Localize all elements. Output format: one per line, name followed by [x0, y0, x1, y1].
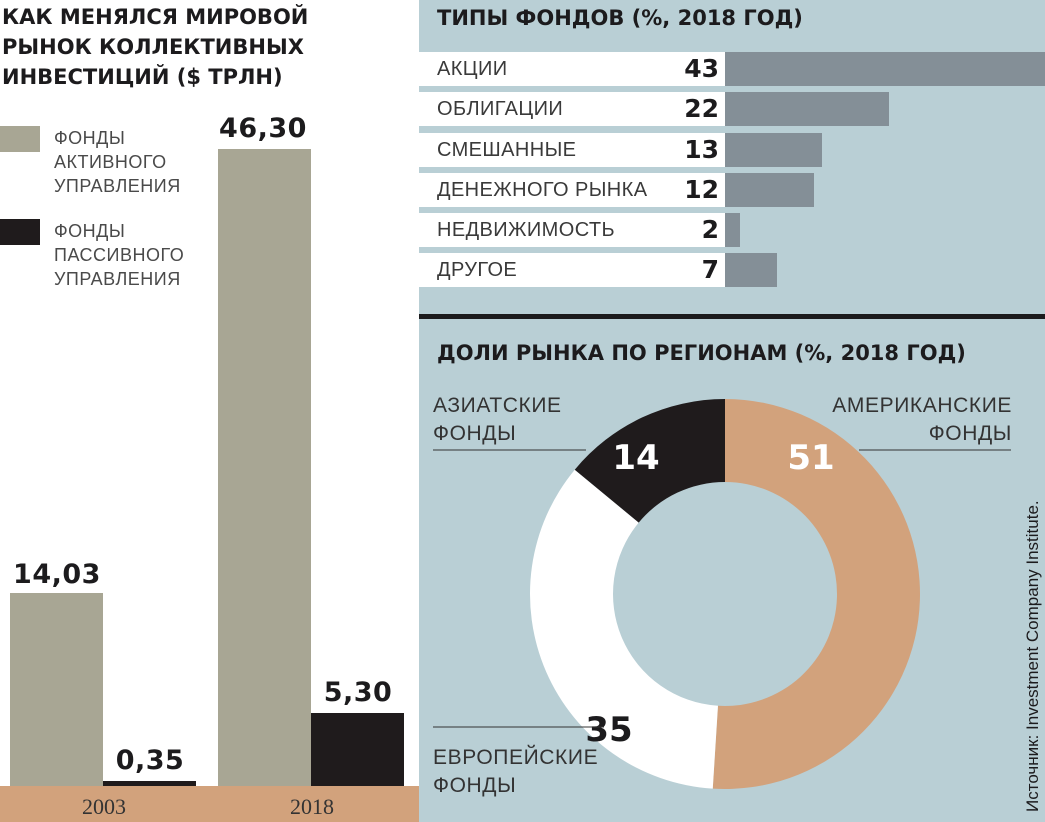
title-line-2: РЫНОК КОЛЛЕКТИВНЫХ	[2, 35, 304, 59]
types-row-label: СМЕШАННЫЕ	[437, 139, 577, 161]
types-bar	[725, 52, 1045, 86]
types-row-value: 7	[701, 255, 719, 284]
types-bar	[725, 92, 889, 126]
types-row-label: ДРУГОЕ	[437, 259, 518, 281]
types-row-label: ДЕНЕЖНОГО РЫНКА	[437, 179, 648, 201]
bar-active-2018	[218, 149, 311, 786]
types-row	[419, 213, 725, 247]
donut-slice	[574, 399, 725, 523]
label-active-2003: 14,03	[13, 559, 101, 590]
types-row	[419, 52, 725, 86]
types-title: ТИПЫ ФОНДОВ (%, 2018 ГОД)	[437, 6, 803, 30]
types-row-value: 13	[684, 135, 719, 164]
donut-value-label: 35	[585, 710, 632, 750]
legend-label-passive: ФОНДЫ ПАССИВНОГО УПРАВЛЕНИЯ	[54, 221, 185, 289]
types-row-label: НЕДВИЖИМОСТЬ	[437, 219, 616, 241]
types-row-label: АКЦИИ	[437, 58, 508, 80]
x-tick-2003: 2003	[82, 794, 126, 819]
types-row	[419, 133, 725, 167]
label-active-2018: 46,30	[219, 113, 307, 144]
region-label-europe: ЕВРОПЕЙСКИЕ ФОНДЫ	[433, 746, 599, 797]
bar-passive-2018	[311, 713, 404, 786]
types-row-value: 22	[684, 94, 719, 123]
types-bar	[725, 133, 822, 167]
region-label-asia: АЗИАТСКИЕ ФОНДЫ	[433, 394, 562, 445]
types-bar	[725, 253, 777, 287]
types-row	[419, 253, 725, 287]
left-chart-title: КАК МЕНЯЛСЯ МИРОВОЙ РЫНОК КОЛЛЕКТИВНЫХ И…	[2, 2, 412, 92]
types-row-value: 12	[684, 175, 719, 204]
regions-donut: 51 35 14	[433, 399, 1011, 789]
label-passive-2003: 0,35	[115, 745, 185, 776]
types-row-value: 43	[684, 54, 719, 83]
types-bar	[725, 173, 814, 207]
x-axis-band	[0, 786, 419, 822]
title-line-1: КАК МЕНЯЛСЯ МИРОВОЙ	[2, 5, 309, 29]
section-divider	[419, 314, 1045, 319]
donut-value-label: 51	[787, 438, 834, 478]
legend-swatch-passive	[0, 219, 40, 245]
types-bar	[725, 213, 740, 247]
types-row-label: ОБЛИГАЦИИ	[437, 98, 564, 120]
types-row	[419, 173, 725, 207]
x-tick-2018: 2018	[290, 794, 334, 819]
legend-swatch-active	[0, 126, 40, 152]
donut-value-label: 14	[612, 438, 659, 478]
title-line-3: ИНВЕСТИЦИЙ ($ ТРЛН)	[2, 65, 283, 89]
source-note: Источник: Investment Company Institute.	[1023, 500, 1042, 812]
label-passive-2018: 5,30	[323, 677, 393, 708]
bar-active-2003	[10, 593, 103, 786]
types-row-value: 2	[701, 215, 719, 244]
bar-passive-2003	[103, 781, 196, 786]
types-row	[419, 92, 725, 126]
donut-slice	[712, 399, 920, 789]
region-label-america: АМЕРИКАНСКИЕ ФОНДЫ	[832, 394, 1012, 445]
regions-title: ДОЛИ РЫНКА ПО РЕГИОНАМ (%, 2018 ГОД)	[437, 341, 966, 365]
legend-label-active: ФОНДЫ АКТИВНОГО УПРАВЛЕНИЯ	[54, 128, 181, 196]
donut-slice	[530, 469, 718, 789]
